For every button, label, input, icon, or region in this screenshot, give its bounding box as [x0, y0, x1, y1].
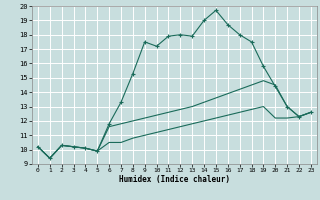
- X-axis label: Humidex (Indice chaleur): Humidex (Indice chaleur): [119, 175, 230, 184]
